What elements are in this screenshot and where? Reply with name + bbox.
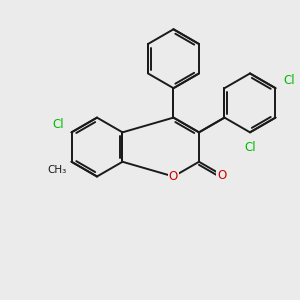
Text: Cl: Cl [52,118,64,131]
Text: CH₃: CH₃ [48,165,67,175]
Text: Cl: Cl [244,141,256,154]
Text: Cl: Cl [283,74,295,87]
Text: O: O [169,170,178,183]
Text: O: O [217,169,226,182]
